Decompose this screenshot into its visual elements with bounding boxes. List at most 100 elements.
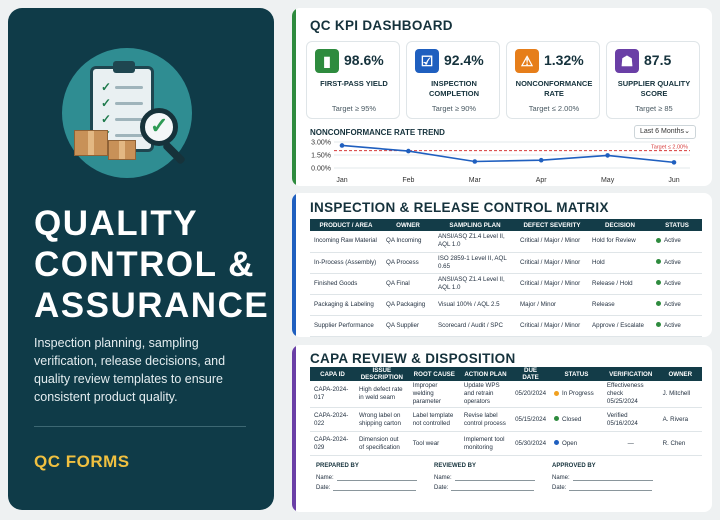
date-label: Date: xyxy=(552,485,567,491)
verification-cell: Effectiveness check 05/25/2024 xyxy=(602,381,659,408)
table-cell: QA Packaging xyxy=(382,294,434,316)
column-header: DUE DATE xyxy=(511,367,551,381)
kpi-value: 92.4% xyxy=(444,52,484,68)
table-row: Supplier Performance QA Supplier Scorecard… xyxy=(310,315,702,337)
table-cell: QA Final xyxy=(382,273,434,295)
column-header: STATUS xyxy=(550,367,603,381)
magnifier-check-icon: ✓ xyxy=(140,108,178,146)
data-point xyxy=(472,159,478,164)
table-cell: Scorecard / Audit / SPC xyxy=(434,315,516,337)
table-row: CAPA-2024-017 High defect rate in weld se… xyxy=(310,381,702,408)
trend-title: NONCONFORMANCE RATE TREND xyxy=(310,128,445,137)
table-row: In-Process (Assembly) QA Process ISO 2859-… xyxy=(310,252,702,274)
nonconformance-chart: 3.00% 1.50% 0.00% Target ≤ 2.00% Jan Feb Mar Ap… xyxy=(311,140,690,184)
series-line xyxy=(341,144,675,164)
column-header: CAPA ID xyxy=(310,367,355,381)
table-cell: CAPA-2024-022 xyxy=(310,407,355,432)
status-dot-icon xyxy=(554,440,560,446)
table-cell: Dimension out of specification xyxy=(354,431,409,456)
table-cell: Wrong label on shipping carton xyxy=(354,407,409,432)
name-label: Name: xyxy=(434,475,452,481)
status-text: Active xyxy=(664,237,681,245)
kpi-label: SUPPLIER QUALITY SCORE xyxy=(617,79,691,98)
column-header: STATUS xyxy=(652,219,702,231)
table-cell: Hold xyxy=(588,252,652,274)
status-cell: Active xyxy=(652,231,702,253)
kpi-target: Target ≥ 95% xyxy=(331,104,377,113)
status-cell: In Progress xyxy=(550,381,603,408)
table-cell: Label template not controlled xyxy=(408,407,460,432)
column-header: PRODUCT / AREA xyxy=(310,219,382,231)
x-tick-label: Feb xyxy=(402,177,414,184)
name-field[interactable] xyxy=(572,474,653,481)
x-tick-label: May xyxy=(601,177,615,184)
qc-illustration: ✓ ✓ ✓ ✓ ✓ xyxy=(62,48,192,178)
owner-cell: A. Rivera xyxy=(658,407,702,432)
table-cell: Hold for Review xyxy=(588,231,652,253)
table-cell: ANSI/ASQ Z1.4 Level II, AQL 1.0 xyxy=(434,273,516,295)
kpi-value: 98.6% xyxy=(344,52,384,68)
column-header: VERIFICATION xyxy=(602,367,659,381)
table-cell: Critical / Major / Minor xyxy=(516,231,588,253)
signature-title: REVIEWED BY xyxy=(434,463,477,469)
range-select-value: Last 6 Months xyxy=(640,128,684,135)
status-cell: Active xyxy=(652,294,702,316)
name-label: Name: xyxy=(552,475,570,481)
data-point xyxy=(538,157,544,163)
table-cell: Critical / Major / Minor xyxy=(516,315,588,337)
cover-panel: ✓ ✓ ✓ ✓ ✓ QUALITY CONTROL & ASSURANCE In… xyxy=(8,8,274,510)
table-cell: Implement tool monitoring xyxy=(459,431,512,456)
x-tick-label: Mar xyxy=(469,177,482,184)
table-cell: QA Process xyxy=(382,252,434,274)
bar-chart-icon: ▮ xyxy=(315,49,339,73)
box-icon xyxy=(108,140,136,160)
table-cell: Release / Hold xyxy=(588,273,652,295)
status-text: Active xyxy=(664,321,681,329)
table-cell: 05/15/2024 xyxy=(511,407,551,432)
kpi-target: Target ≤ 2.00% xyxy=(528,104,580,113)
column-header: DECISION xyxy=(588,219,652,231)
name-label: Name: xyxy=(316,475,334,481)
cover-title: QUALITY CONTROL & ASSURANCE xyxy=(34,204,270,325)
kpi-card: ▮ 98.6% FIRST-PASS YIELD Target ≥ 95% xyxy=(306,41,400,119)
name-field[interactable] xyxy=(454,474,535,481)
range-select[interactable]: Last 6 Months ⌄ xyxy=(634,125,696,139)
signature-title: PREPARED BY xyxy=(316,463,359,469)
kpi-card: ⚠ 1.32% NONCONFORMANCE RATE Target ≤ 2.00% xyxy=(506,41,600,119)
kpi-dashboard-card: QC KPI DASHBOARD ▮ 98.6% FIRST-PASS YIELD T… xyxy=(292,8,712,186)
status-text: Active xyxy=(664,258,681,266)
date-field[interactable] xyxy=(451,484,535,491)
status-text: Open xyxy=(562,439,578,447)
table-cell: Packaging & Labeling xyxy=(310,294,382,316)
signature-block: PREPARED BY Name: Date: xyxy=(316,463,426,503)
table-row: Finished Goods QA Final ANSI/ASQ Z1.4 Leve… xyxy=(310,273,702,295)
status-dot-icon xyxy=(554,390,560,396)
kpi-label: INSPECTION COMPLETION xyxy=(429,79,479,98)
signature-block: APPROVED BY Name: Date: xyxy=(552,463,662,503)
table-cell: Revise label control process xyxy=(459,407,512,432)
column-header: OWNER xyxy=(658,367,702,381)
status-text: In Progress xyxy=(562,390,594,397)
table-cell: Critical / Major / Minor xyxy=(516,273,588,295)
warning-icon: ⚠ xyxy=(515,49,539,73)
cover-description: Inspection planning, sampling verificati… xyxy=(34,336,226,404)
table-cell: ANSI/ASQ Z1.4 Level II, AQL 1.0 xyxy=(434,231,516,253)
matrix-title: INSPECTION & RELEASE CONTROL MATRIX xyxy=(310,200,609,215)
table-row: Packaging & Labeling QA Packaging Visual 1… xyxy=(310,294,702,316)
table-cell: Approve / Escalate xyxy=(588,315,652,337)
status-cell: Closed xyxy=(550,407,603,432)
column-header: DEFECT SEVERITY xyxy=(516,219,588,231)
table-cell: Incoming Raw Material xyxy=(310,231,382,253)
status-dot-icon xyxy=(656,259,661,265)
divider xyxy=(34,426,246,427)
name-field[interactable] xyxy=(336,474,417,481)
table-cell: CAPA-2024-017 xyxy=(310,381,355,408)
kpi-label: FIRST-PASS YIELD xyxy=(320,79,388,88)
date-field[interactable] xyxy=(569,484,653,491)
signature-title: APPROVED BY xyxy=(552,463,596,469)
table-row: CAPA-2024-029 Dimension out of specificat… xyxy=(310,431,702,456)
date-field[interactable] xyxy=(333,484,417,491)
status-cell: Active xyxy=(652,252,702,274)
verification-cell: — xyxy=(602,431,659,456)
status-text: Closed xyxy=(562,415,582,423)
